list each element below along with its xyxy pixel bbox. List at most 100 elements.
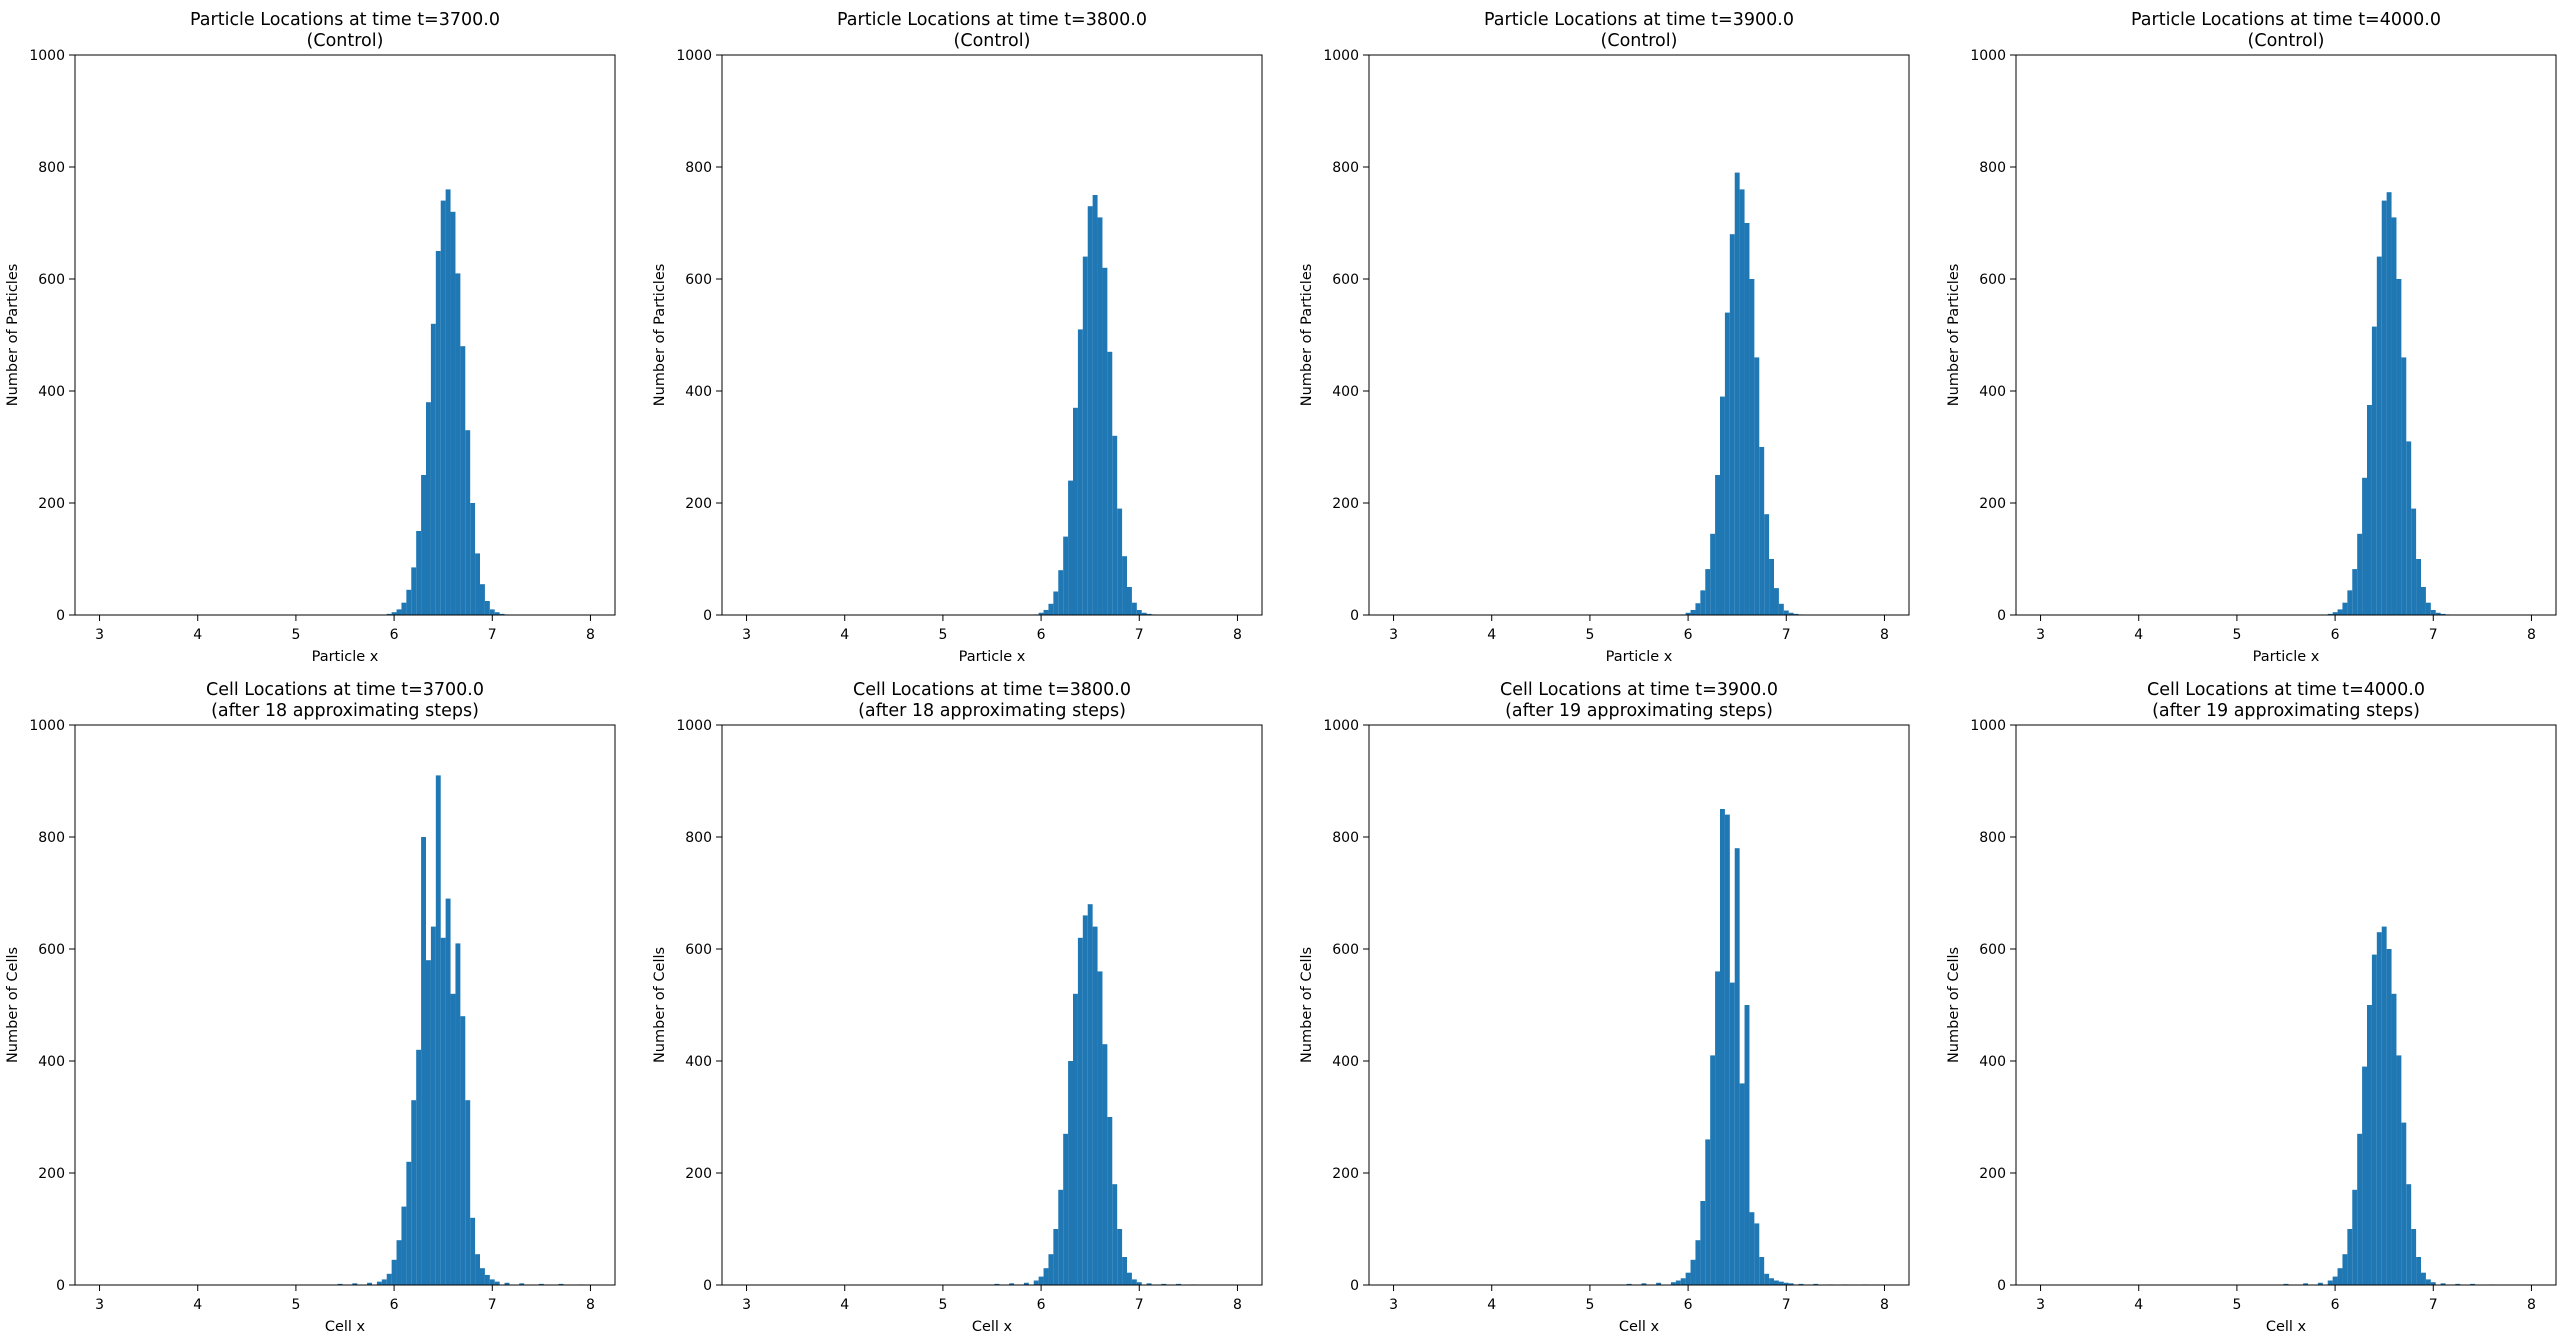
histogram-bar bbox=[421, 475, 426, 615]
histogram-bar bbox=[1793, 613, 1799, 615]
x-tick-label: 4 bbox=[193, 627, 202, 643]
histogram-bar bbox=[480, 584, 485, 615]
histogram-bar bbox=[430, 926, 436, 1285]
axes-frame bbox=[2015, 54, 2557, 616]
histogram-bar bbox=[2435, 612, 2441, 615]
x-tick-label: 7 bbox=[488, 1297, 497, 1313]
y-tick-label: 800 bbox=[1979, 160, 2006, 176]
x-axis-label: Particle x bbox=[2253, 649, 2320, 665]
histogram-bar bbox=[435, 775, 441, 1285]
histogram-bar bbox=[2352, 569, 2358, 615]
histogram-bar bbox=[1048, 603, 1054, 615]
histogram-bar bbox=[1695, 603, 1701, 615]
chart-title: Cell Locations at time t=3700.0 bbox=[206, 680, 484, 700]
histogram-bar bbox=[484, 1274, 490, 1285]
chart-subtitle: (after 19 approximating steps) bbox=[1505, 701, 1773, 721]
histogram-bar bbox=[2416, 1257, 2421, 1285]
histogram-bar bbox=[2411, 508, 2417, 615]
histogram-bar bbox=[489, 609, 495, 615]
x-tick-label: 8 bbox=[586, 627, 595, 643]
chart-title: Particle Locations at time t=3900.0 bbox=[1484, 10, 1794, 30]
histogram-bar bbox=[1769, 1278, 1774, 1285]
x-tick-label: 8 bbox=[2527, 627, 2536, 643]
histogram-bar bbox=[2406, 1184, 2412, 1285]
histogram-bar bbox=[440, 937, 446, 1285]
x-tick-label: 7 bbox=[1135, 627, 1144, 643]
histogram-bar bbox=[1082, 915, 1088, 1285]
y-tick-label: 400 bbox=[1979, 1054, 2006, 1070]
histogram-bar bbox=[1176, 1283, 1181, 1285]
histogram-bar bbox=[1685, 612, 1691, 615]
histogram-bar bbox=[2430, 1282, 2436, 1285]
histogram-bar bbox=[1141, 612, 1147, 615]
y-tick-label: 800 bbox=[38, 160, 65, 176]
histogram-bar bbox=[1107, 351, 1113, 615]
histogram-bar bbox=[1097, 217, 1103, 615]
histogram-bar bbox=[2283, 1283, 2289, 1285]
histogram-bar bbox=[1720, 396, 1725, 615]
y-tick-label: 400 bbox=[685, 384, 712, 400]
histogram-bar bbox=[1675, 1280, 1681, 1285]
x-tick-label: 3 bbox=[742, 1297, 751, 1313]
x-tick-label: 6 bbox=[390, 627, 399, 643]
y-tick-label: 200 bbox=[1979, 496, 2006, 512]
histogram-bar bbox=[1759, 1257, 1765, 1285]
histogram-bar bbox=[1749, 279, 1755, 615]
x-tick-label: 5 bbox=[291, 1297, 300, 1313]
histogram-bar bbox=[2440, 613, 2446, 615]
histogram-bar bbox=[1774, 588, 1779, 615]
histogram-bar bbox=[519, 1283, 525, 1285]
histogram-bar bbox=[2303, 1283, 2309, 1285]
histogram-bar bbox=[1038, 1276, 1044, 1285]
histogram-bar bbox=[455, 943, 461, 1285]
y-tick-label: 0 bbox=[56, 608, 65, 624]
y-axis-label: Number of Cells bbox=[652, 947, 668, 1063]
histogram-bar bbox=[1778, 603, 1784, 615]
y-axis-label: Number of Cells bbox=[5, 947, 21, 1063]
x-tick-label: 7 bbox=[2429, 627, 2438, 643]
histogram-bar bbox=[1063, 1133, 1069, 1285]
histogram-bar bbox=[430, 323, 436, 615]
histogram-bar bbox=[337, 1283, 343, 1285]
histogram-bar bbox=[445, 898, 451, 1285]
y-tick-label: 200 bbox=[685, 1166, 712, 1182]
histogram-bar bbox=[2362, 1066, 2367, 1285]
histogram-bar bbox=[2421, 1272, 2426, 1285]
histogram-bar bbox=[1626, 1283, 1632, 1285]
histogram-bar bbox=[2391, 993, 2397, 1285]
histogram-bar bbox=[2396, 279, 2402, 615]
histogram-bar bbox=[1680, 1278, 1686, 1285]
histogram-bar bbox=[1112, 435, 1118, 615]
chart-subtitle: (after 18 approximating steps) bbox=[211, 701, 479, 721]
y-tick-label: 800 bbox=[685, 830, 712, 846]
histogram-bar bbox=[445, 189, 451, 615]
axes-frame bbox=[74, 724, 616, 1286]
histogram-bar bbox=[455, 273, 461, 615]
histogram-bar bbox=[1720, 809, 1725, 1285]
histogram-bar bbox=[2455, 1283, 2461, 1285]
histogram-bar bbox=[1073, 407, 1078, 615]
histogram-bar bbox=[1798, 1283, 1804, 1285]
histogram-bar bbox=[1009, 1283, 1015, 1285]
histogram-bar bbox=[470, 503, 476, 615]
histogram-bar bbox=[450, 211, 456, 616]
histogram-bar bbox=[2411, 1229, 2417, 1285]
x-tick-label: 4 bbox=[1487, 1297, 1496, 1313]
histogram-bar bbox=[1641, 1283, 1647, 1285]
y-tick-label: 1000 bbox=[1970, 718, 2006, 734]
histogram-bar bbox=[1734, 172, 1740, 615]
histogram-bar bbox=[1774, 1280, 1779, 1285]
histogram-bar bbox=[484, 601, 490, 615]
histogram-bar bbox=[1700, 590, 1706, 615]
histogram-bar bbox=[391, 612, 397, 615]
histogram-bar bbox=[499, 613, 505, 615]
histogram-bar bbox=[460, 346, 466, 615]
histogram-bar bbox=[426, 402, 431, 615]
y-axis-label: Number of Particles bbox=[5, 264, 21, 407]
histogram-bar bbox=[1749, 1212, 1755, 1285]
y-tick-label: 1000 bbox=[29, 48, 65, 64]
y-axis-label: Number of Cells bbox=[1946, 947, 1962, 1063]
x-tick-label: 5 bbox=[938, 627, 947, 643]
histogram-bar bbox=[475, 553, 480, 615]
y-axis-label: Number of Particles bbox=[1946, 264, 1962, 407]
